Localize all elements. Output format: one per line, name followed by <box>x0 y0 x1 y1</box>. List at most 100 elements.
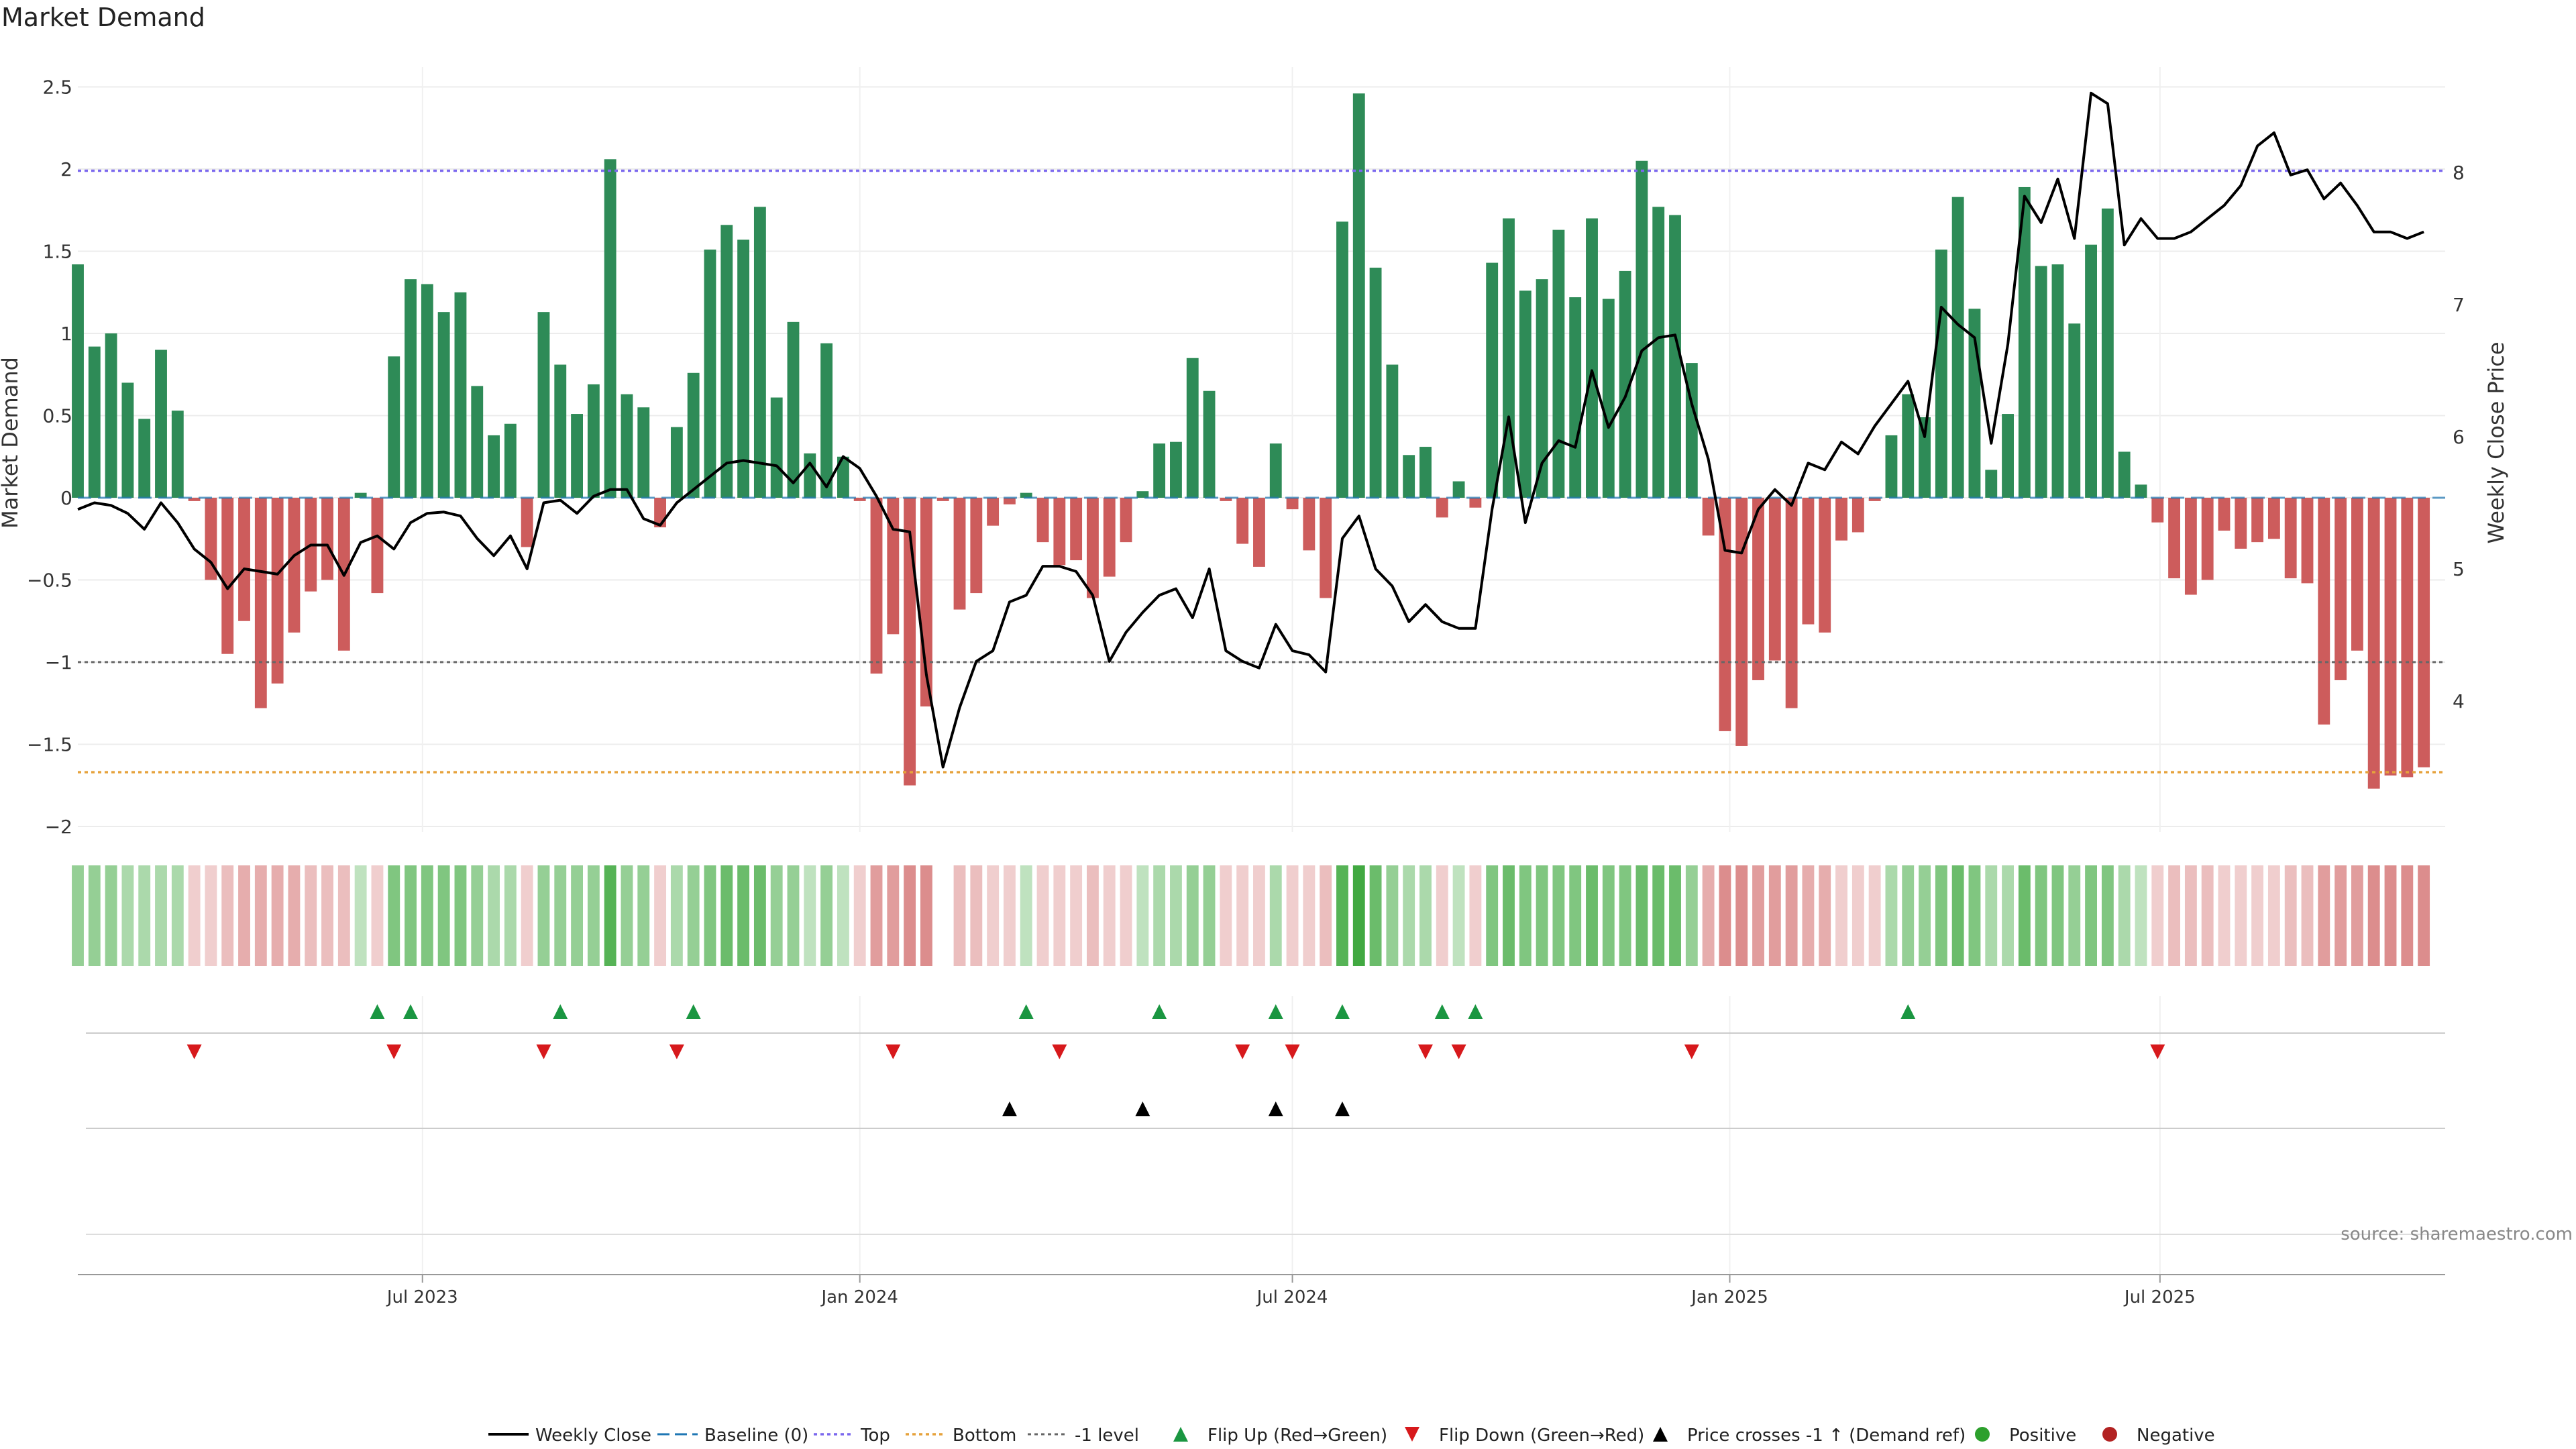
heat-strip-cell <box>987 865 1000 966</box>
heat-strip-cell <box>837 865 849 966</box>
heat-strip-cell <box>1569 865 1582 966</box>
y-axis-label: Market Demand <box>0 357 23 529</box>
flip-up-marker <box>686 1004 701 1019</box>
demand-bar <box>720 225 733 498</box>
heat-strip-cell <box>2235 865 2247 966</box>
demand-bar <box>437 312 450 498</box>
demand-bar <box>537 312 550 498</box>
heat-strip-cell <box>288 865 301 966</box>
demand-bar <box>2367 498 2380 789</box>
demand-bar <box>321 498 333 580</box>
legend-flip-down-label: Flip Down (Green→Red) <box>1439 1426 1644 1446</box>
demand-bar <box>1036 498 1049 543</box>
demand-bar <box>2085 244 2097 498</box>
heat-strip-cell <box>1120 865 1132 966</box>
demand-bar <box>1269 443 1282 498</box>
flip-up-marker <box>1334 1004 1350 1019</box>
demand-bar <box>1186 358 1199 498</box>
flip-down-marker <box>536 1044 551 1059</box>
demand-bar <box>2101 208 2114 498</box>
heat-strip-cell <box>1819 865 1831 966</box>
demand-bar <box>1286 498 1299 510</box>
demand-bar <box>2118 451 2131 498</box>
y-tick-label: −2 <box>45 816 72 838</box>
demand-bar <box>1220 498 1232 501</box>
heat-strip-cell <box>2151 865 2164 966</box>
y-tick-label: −0.5 <box>27 570 72 592</box>
heat-strip-cell <box>820 865 833 966</box>
chart-title: Market Demand <box>1 3 205 32</box>
heat-strip-cell <box>504 865 517 966</box>
heat-strip-cell <box>904 865 916 966</box>
heat-strip-cell <box>1735 865 1748 966</box>
demand-bar <box>1752 498 1764 680</box>
price-cross-marker <box>1135 1102 1150 1116</box>
heat-strip-cell <box>1136 865 1149 966</box>
heat-strip-cell <box>787 865 800 966</box>
demand-bar <box>587 384 600 498</box>
demand-bar <box>1835 498 1847 541</box>
heat-strip-cell <box>1919 865 1931 966</box>
flip-up-marker <box>403 1004 419 1019</box>
legend-cross-label: Price crosses -1 ↑ (Demand ref) <box>1687 1426 1966 1446</box>
y-tick-label: −1 <box>45 651 72 674</box>
demand-bar <box>704 250 716 498</box>
demand-bar <box>504 423 517 498</box>
heat-strip-cell <box>205 865 217 966</box>
demand-bar <box>936 498 949 501</box>
heat-strip-cell <box>254 865 267 966</box>
heat-strip-cell <box>1902 865 1915 966</box>
heat-strip-cell <box>804 865 816 966</box>
demand-bar <box>405 279 417 498</box>
demand-bar <box>887 498 900 635</box>
heat-strip-cell <box>1452 865 1465 966</box>
y2-tick-label: 6 <box>2453 426 2465 448</box>
price-cross-marker <box>1268 1102 1283 1116</box>
legend-positive-label: Positive <box>2009 1426 2076 1446</box>
legend-positive-swatch <box>1975 1427 1990 1442</box>
y-tick-label: 2 <box>60 158 72 180</box>
heat-strip-cell <box>221 865 234 966</box>
heat-strip-cell <box>720 865 733 966</box>
demand-bar <box>604 159 616 498</box>
demand-bar <box>1020 492 1032 498</box>
heat-strip-cell <box>1352 865 1365 966</box>
heat-strip-cell <box>1669 865 1681 966</box>
heat-strip-cell <box>305 865 317 966</box>
demand-bar <box>2168 498 2181 579</box>
flip-down-marker <box>1684 1044 1699 1059</box>
demand-bar <box>2135 484 2147 498</box>
flip-up-marker <box>1018 1004 1034 1019</box>
demand-bar <box>2284 498 2297 579</box>
heat-strip-cell <box>1303 865 1316 966</box>
demand-bar <box>2351 498 2363 651</box>
y2-tick-label: 4 <box>2453 690 2465 712</box>
heat-strip-cell <box>1768 865 1781 966</box>
heat-strip-cell <box>1885 865 1898 966</box>
demand-bar <box>2051 264 2064 498</box>
heat-strip-cell <box>2318 865 2330 966</box>
heat-strip-cell <box>1835 865 1847 966</box>
flip-up-marker <box>1268 1004 1283 1019</box>
heat-strip-cell <box>238 865 250 966</box>
demand-bar <box>1851 498 1864 533</box>
heat-strip-cell <box>1802 865 1815 966</box>
demand-bar <box>554 364 567 498</box>
flip-down-marker <box>885 1044 901 1059</box>
demand-bar <box>870 498 883 674</box>
demand-bar <box>637 407 650 498</box>
heat-strip-cell <box>1868 865 1881 966</box>
heat-strip-cell <box>2051 865 2064 966</box>
heat-strip-cell <box>704 865 716 966</box>
demand-bar <box>904 498 916 786</box>
demand-bar <box>1336 221 1348 498</box>
legend-bottom-label: Bottom <box>953 1426 1016 1446</box>
heat-strip-cell <box>621 865 633 966</box>
heat-strip-cell <box>188 865 201 966</box>
demand-bar <box>2035 266 2047 498</box>
y2-axis-label: Weekly Close Price <box>2483 341 2509 543</box>
heat-strip-cell <box>1036 865 1049 966</box>
flip-down-marker <box>669 1044 684 1059</box>
demand-bar <box>454 292 467 498</box>
demand-bar <box>1136 491 1149 498</box>
